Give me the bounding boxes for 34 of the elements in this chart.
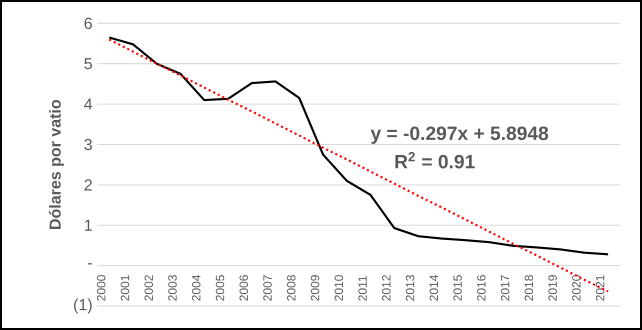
y-axis-title: Dólares por vatio [48,100,64,229]
y-tick-label: 3 [84,138,92,150]
y-tick-label: 2 [84,179,92,190]
y-tick-label: 1 [84,220,92,231]
x-tick-label: 2007 [263,275,272,301]
x-tick-label: 2003 [168,275,177,301]
x-tick-label: 2016 [477,275,486,301]
x-tick-label: 2001 [120,275,130,301]
annotation: y = -0.297x + 5.8948 [370,126,548,144]
x-tick-label: 2014 [430,274,438,301]
y-tick-label: 4 [84,98,92,110]
x-tick-label: 2000 [96,275,106,301]
x-tick-label: 2017 [500,275,510,301]
x-tick-label: 2019 [548,275,557,301]
line-series [108,36,610,256]
y-tick-label: 5 [84,58,92,70]
y-tick-label: 6 [84,18,92,29]
y-tick-label: - [88,263,92,264]
x-tick-label: 2009 [310,275,320,301]
annotation: R$^{2}$ = 0.91 [395,152,475,168]
x-tick-label: 2008 [287,275,296,301]
x-tick-label: 2015 [453,275,462,301]
x-tick-label: 2005 [216,275,224,301]
x-tick-label: 2010 [334,275,344,301]
x-tick-label: 2011 [358,276,367,301]
x-tick-label: 2020 [572,275,581,301]
x-tick-label: 2002 [144,275,153,301]
x-tick-label: 2013 [406,275,414,301]
x-tick-label: 2018 [524,275,534,301]
x-tick-label: 2021 [596,275,604,301]
x-tick-label: 2006 [240,275,248,301]
x-tick-label: 2012 [382,275,391,301]
y-tick-label: (1) [74,298,92,314]
x-tick-label: 2004 [192,274,201,301]
